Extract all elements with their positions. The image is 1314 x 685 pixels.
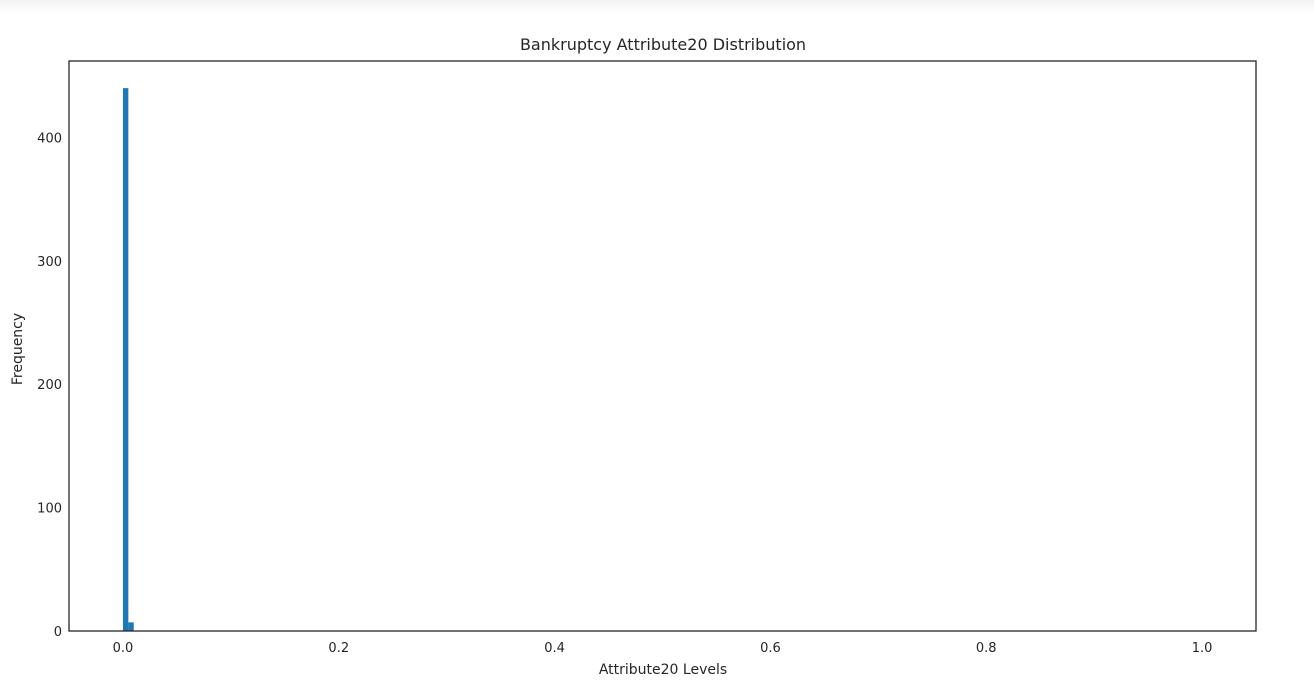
y-tick-label: 400 bbox=[37, 131, 62, 146]
y-tick-label: 100 bbox=[37, 502, 62, 517]
x-tick-label: 0.8 bbox=[976, 641, 997, 656]
x-tick-label: 0.6 bbox=[760, 641, 781, 656]
chart-title: Bankruptcy Attribute20 Distribution bbox=[520, 35, 806, 54]
x-tick-label: 0.2 bbox=[328, 641, 349, 656]
x-tick-label: 1.0 bbox=[1192, 641, 1213, 656]
y-tick-label: 300 bbox=[37, 255, 62, 270]
x-axis-label: Attribute20 Levels bbox=[599, 662, 727, 678]
x-tick-label: 0.0 bbox=[113, 641, 134, 656]
y-tick-label: 0 bbox=[54, 625, 62, 640]
histogram-bar bbox=[122, 88, 129, 631]
plot-area bbox=[122, 88, 134, 631]
x-axis: 0.0 0.2 0.4 0.6 0.8 1.0 bbox=[113, 641, 1213, 656]
y-axis-label: Frequency bbox=[10, 313, 26, 385]
y-axis: 0 100 200 300 400 bbox=[37, 131, 62, 640]
histogram-bar bbox=[128, 622, 134, 631]
plot-frame bbox=[68, 60, 1257, 632]
y-tick-label: 200 bbox=[37, 378, 62, 393]
x-tick-label: 0.4 bbox=[544, 641, 565, 656]
window-top-bar bbox=[0, 0, 1314, 14]
